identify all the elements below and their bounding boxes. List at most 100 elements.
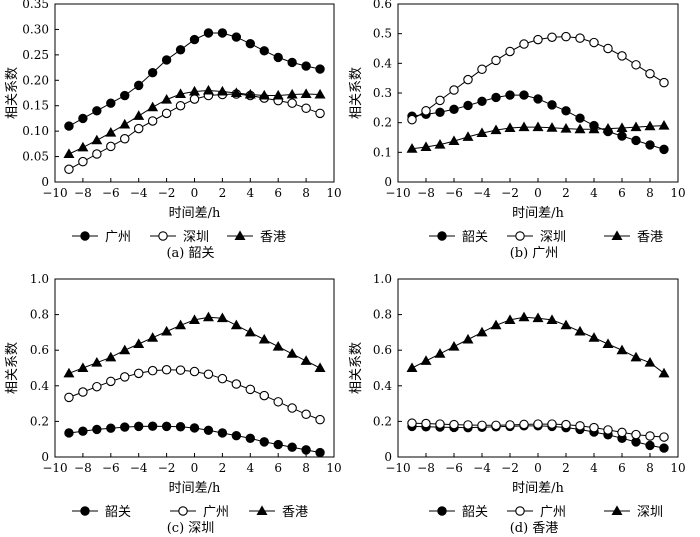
data-point — [120, 422, 130, 432]
y-tick-label: 0.6 — [373, 343, 392, 357]
x-tick-label: 6 — [618, 461, 626, 475]
x-tick-label: −10 — [385, 186, 410, 200]
data-point — [78, 113, 88, 124]
y-tick-label: 0.10 — [22, 124, 49, 138]
data-point — [533, 34, 543, 45]
x-tick-label: 2 — [219, 461, 227, 475]
x-tick-label: 4 — [246, 186, 254, 200]
data-point — [147, 332, 159, 342]
data-point — [435, 107, 445, 117]
data-point — [161, 94, 173, 104]
data-point — [602, 122, 614, 133]
y-tick-label: 0.2 — [30, 414, 49, 428]
data-point — [560, 122, 572, 133]
data-point — [575, 113, 585, 123]
data-point — [547, 100, 557, 110]
data-point — [645, 140, 655, 150]
data-point — [477, 64, 487, 75]
legend-label: 香港 — [282, 505, 308, 520]
x-axis-label: 时间差/h — [512, 206, 564, 221]
legend-marker — [437, 506, 447, 516]
x-tick-label: −10 — [42, 186, 67, 200]
data-point — [505, 90, 515, 100]
data-point — [64, 428, 74, 438]
x-tick-label: −6 — [445, 461, 463, 475]
data-point — [287, 57, 297, 68]
data-point — [134, 80, 144, 91]
panel-caption: (c) 深圳 — [167, 521, 215, 536]
legend-label: 韶关 — [462, 229, 488, 245]
legend: 韶关 深圳 香港 — [429, 229, 663, 245]
data-point — [448, 341, 460, 351]
data-point — [421, 418, 431, 429]
data-point — [106, 98, 116, 108]
legend-marker — [515, 231, 525, 241]
data-point — [133, 110, 145, 120]
legend-label: 深圳 — [540, 230, 566, 245]
series-深圳 — [64, 89, 325, 175]
x-tick-label: −8 — [74, 186, 92, 200]
data-point — [603, 43, 613, 54]
data-point — [287, 98, 297, 108]
data-point — [518, 121, 530, 132]
x-tick-label: 0 — [191, 186, 199, 200]
legend-label: 广州 — [540, 505, 566, 520]
data-point — [64, 392, 74, 403]
y-tick-label: 0.8 — [373, 308, 392, 322]
data-point — [407, 114, 417, 125]
data-point — [448, 135, 460, 146]
x-tick-label: −10 — [385, 461, 410, 475]
x-tick-label: 10 — [670, 461, 685, 475]
data-point — [658, 120, 670, 130]
data-point — [477, 96, 487, 107]
data-point — [272, 89, 284, 100]
data-point — [589, 422, 599, 433]
data-point — [301, 409, 311, 420]
data-point — [462, 333, 474, 344]
y-tick-label: 0.1 — [373, 145, 392, 159]
data-point — [92, 424, 102, 435]
data-point — [463, 100, 473, 111]
data-point — [147, 365, 158, 376]
x-tick-label: −4 — [473, 186, 491, 200]
data-point — [315, 447, 325, 458]
data-point — [119, 344, 131, 355]
panel-caption: (b) 广州 — [510, 246, 559, 261]
x-tick-label: 0 — [534, 186, 542, 200]
x-axis-label: 时间差/h — [169, 206, 221, 221]
y-tick-label: 0 — [41, 450, 49, 464]
data-point — [78, 156, 88, 167]
x-tick-label: 8 — [302, 186, 310, 200]
legend-marker — [80, 231, 90, 241]
data-point — [203, 425, 214, 435]
x-tick-label: 4 — [246, 461, 254, 475]
data-point — [588, 332, 600, 342]
y-axis-label: 相关系数 — [349, 67, 364, 119]
series-香港 — [63, 311, 326, 378]
legend-label: 香港 — [637, 230, 663, 245]
data-point — [315, 64, 325, 74]
data-point — [64, 164, 74, 175]
legend-marker — [515, 506, 525, 516]
data-point — [476, 127, 488, 138]
data-point — [189, 94, 200, 104]
data-point — [617, 51, 627, 61]
data-point — [120, 372, 130, 382]
legend-marker — [234, 230, 246, 241]
data-point — [406, 143, 418, 153]
legend-marker — [158, 231, 168, 241]
data-point — [435, 419, 445, 429]
x-tick-label: 10 — [326, 461, 341, 475]
data-point — [63, 148, 75, 159]
data-point — [286, 348, 298, 358]
data-point — [449, 104, 459, 115]
legend-label: 香港 — [260, 230, 286, 245]
y-tick-label: 0.6 — [30, 343, 49, 357]
data-point — [91, 134, 103, 145]
data-point — [259, 46, 269, 56]
data-point — [491, 92, 501, 103]
data-point — [463, 74, 473, 85]
data-point — [575, 33, 585, 43]
data-point — [603, 425, 613, 435]
